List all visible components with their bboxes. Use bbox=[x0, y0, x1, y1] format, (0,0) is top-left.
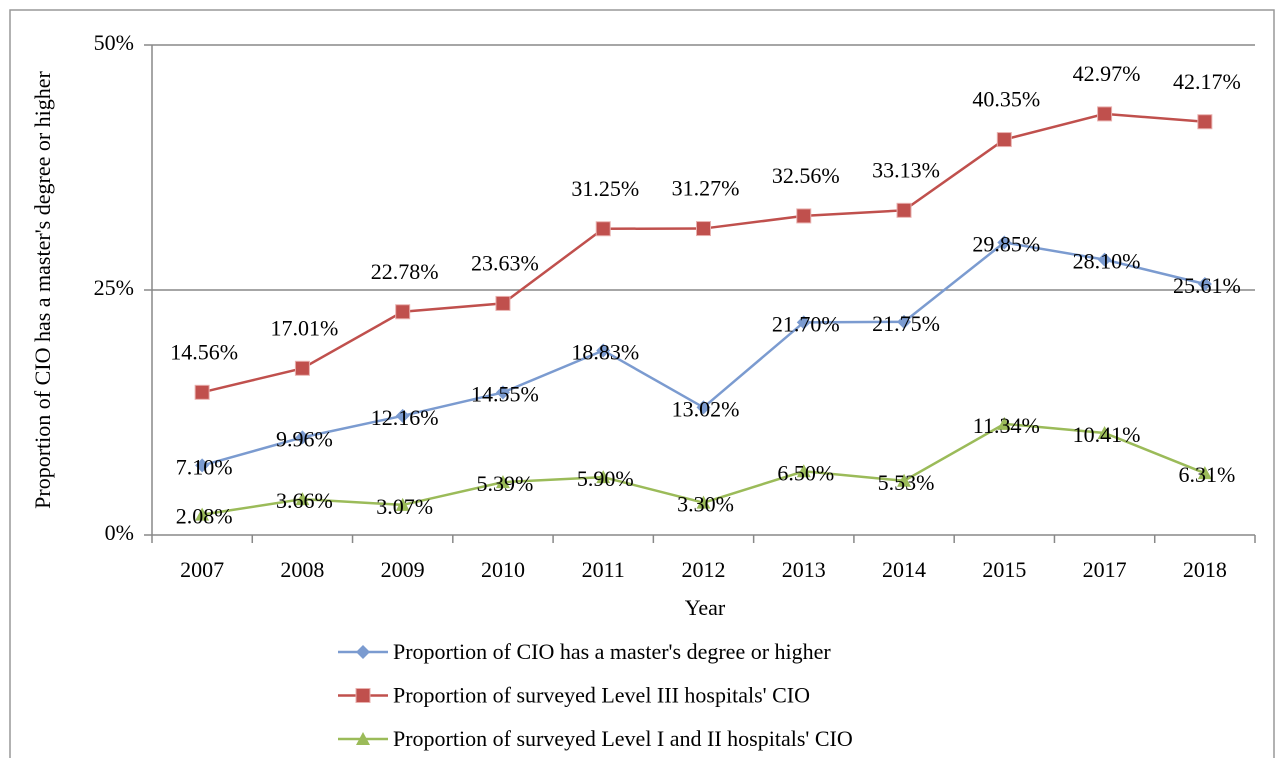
data-label: 31.25% bbox=[571, 176, 639, 201]
data-label: 7.10% bbox=[176, 454, 233, 479]
data-label: 2.08% bbox=[176, 504, 233, 529]
x-tick-label: 2014 bbox=[882, 557, 926, 582]
series-line bbox=[201, 241, 1206, 467]
data-label: 14.56% bbox=[170, 339, 238, 364]
marker bbox=[195, 507, 210, 521]
data-label: 31.27% bbox=[672, 176, 740, 201]
legend-label: Proportion of surveyed Level I and II ho… bbox=[393, 726, 853, 751]
data-label: 17.01% bbox=[270, 315, 338, 340]
marker bbox=[395, 408, 410, 423]
data-label: 25.61% bbox=[1173, 273, 1241, 298]
marker bbox=[495, 475, 510, 489]
data-label: 3.66% bbox=[276, 488, 333, 513]
legend-label: Proportion of surveyed Level III hospita… bbox=[393, 683, 810, 708]
marker bbox=[696, 495, 711, 509]
marker bbox=[897, 314, 912, 329]
marker bbox=[896, 202, 912, 218]
data-label: 14.55% bbox=[471, 381, 539, 406]
marker bbox=[295, 492, 310, 506]
x-tick-label: 2008 bbox=[280, 557, 324, 582]
x-tick-label: 2012 bbox=[682, 557, 726, 582]
marker bbox=[355, 688, 371, 703]
marker bbox=[696, 400, 711, 415]
data-label: 5.90% bbox=[577, 466, 634, 491]
data-label: 3.30% bbox=[677, 492, 734, 517]
x-tick-label: 2015 bbox=[982, 557, 1026, 582]
marker bbox=[495, 295, 511, 311]
marker bbox=[596, 343, 611, 358]
marker bbox=[1197, 466, 1212, 480]
data-label: 23.63% bbox=[471, 250, 539, 275]
marker bbox=[595, 221, 611, 237]
x-tick-label: 2011 bbox=[582, 557, 625, 582]
x-tick-label: 2007 bbox=[180, 557, 224, 582]
marker bbox=[295, 430, 310, 445]
marker bbox=[294, 360, 310, 376]
marker bbox=[1097, 425, 1112, 439]
data-label: 5.53% bbox=[878, 470, 935, 495]
data-label: 9.96% bbox=[276, 426, 333, 451]
marker bbox=[395, 497, 410, 511]
x-tick-label: 2017 bbox=[1083, 557, 1127, 582]
data-label: 5.39% bbox=[477, 471, 534, 496]
data-label: 33.13% bbox=[872, 157, 940, 182]
y-tick-label: 25% bbox=[94, 275, 134, 300]
data-label: 13.02% bbox=[672, 396, 740, 421]
marker bbox=[1097, 252, 1112, 267]
marker bbox=[996, 132, 1012, 148]
data-label: 22.78% bbox=[371, 259, 439, 284]
legend-label: Proportion of CIO has a master's degree … bbox=[393, 639, 831, 664]
marker bbox=[997, 235, 1012, 250]
marker bbox=[195, 458, 210, 473]
marker bbox=[1197, 114, 1213, 130]
data-label: 21.75% bbox=[872, 311, 940, 336]
marker bbox=[696, 221, 711, 237]
data-label: 42.17% bbox=[1173, 69, 1241, 94]
marker bbox=[796, 208, 812, 224]
data-label: 42.97% bbox=[1073, 61, 1141, 86]
marker bbox=[897, 473, 912, 487]
y-tick-label: 50% bbox=[94, 30, 134, 55]
marker bbox=[395, 304, 411, 320]
marker bbox=[997, 416, 1012, 430]
marker bbox=[596, 470, 611, 484]
y-tick-label: 0% bbox=[105, 520, 134, 545]
chart-frame bbox=[9, 9, 1275, 758]
marker bbox=[796, 464, 811, 478]
data-label: 21.70% bbox=[772, 311, 840, 336]
marker bbox=[356, 732, 370, 745]
data-label: 3.07% bbox=[376, 494, 433, 519]
y-axis-label: Proportion of CIO has a master's degree … bbox=[30, 70, 55, 508]
marker bbox=[495, 385, 510, 400]
data-label: 6.50% bbox=[777, 460, 834, 485]
x-tick-label: 2009 bbox=[381, 557, 425, 582]
data-label: 28.10% bbox=[1073, 249, 1141, 274]
data-label: 6.31% bbox=[1178, 462, 1235, 487]
data-label: 40.35% bbox=[972, 87, 1040, 112]
series-line bbox=[201, 112, 1205, 394]
x-axis-label: Year bbox=[685, 595, 726, 620]
x-tick-label: 2013 bbox=[782, 557, 826, 582]
marker bbox=[1097, 106, 1113, 122]
x-tick-label: 2010 bbox=[481, 557, 525, 582]
data-label: 18.83% bbox=[571, 340, 639, 365]
data-label: 29.85% bbox=[972, 232, 1040, 257]
data-label: 32.56% bbox=[772, 163, 840, 188]
marker bbox=[356, 645, 370, 659]
marker bbox=[1197, 277, 1212, 292]
x-tick-label: 2018 bbox=[1183, 557, 1227, 582]
data-label: 12.16% bbox=[371, 405, 439, 430]
marker bbox=[796, 315, 811, 330]
marker bbox=[194, 384, 210, 400]
data-label: 10.41% bbox=[1073, 422, 1141, 447]
data-label: 11.34% bbox=[973, 413, 1040, 438]
